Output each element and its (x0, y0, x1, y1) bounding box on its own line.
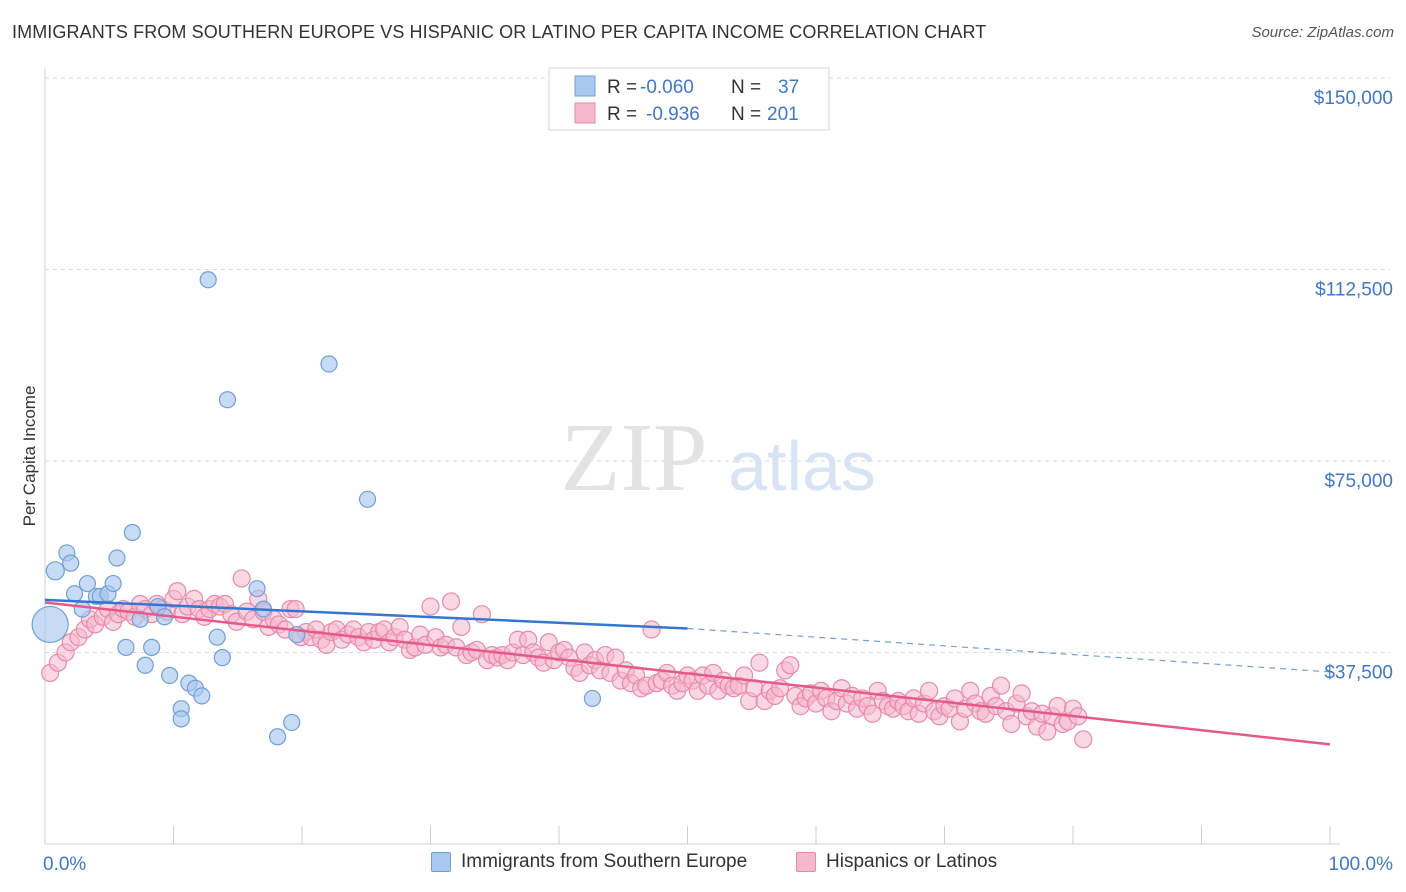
southern-europe-point-11 (108, 549, 126, 567)
southern-europe-point-10 (104, 574, 122, 593)
southern-europe-point-14 (131, 610, 149, 628)
legend-item-southern-europe: Immigrants from Southern Europe (431, 851, 747, 873)
legend-top-blue-swatch (574, 75, 596, 97)
legend-top: R = -0.060 N = 37 R = -0.936 N = 201 (548, 67, 830, 131)
hispanic-point-113 (642, 620, 661, 639)
hispanic-point-197 (1074, 730, 1093, 749)
hispanic-point-183 (1002, 714, 1021, 734)
legend-top-pink-swatch (574, 102, 596, 124)
legend-swatch-blue (431, 852, 451, 872)
legend-top-r-value-2: -0.936 (646, 104, 700, 125)
legend-top-n-value-1: 37 (778, 77, 799, 98)
hispanic-point-70 (421, 597, 440, 616)
southern-europe-point-26 (208, 628, 226, 646)
hispanic-point-74 (441, 592, 461, 611)
hispanic-point-34 (232, 569, 251, 588)
southern-europe-point-29 (248, 580, 266, 598)
legend-top-n-value-2: 201 (767, 104, 799, 125)
gridlines (45, 77, 1390, 653)
trend-lines (44, 598, 1331, 746)
southern-europe-point-28 (218, 391, 237, 409)
southern-europe-point-15 (136, 656, 154, 674)
x-tick-label-1: 100.0% (1329, 854, 1394, 875)
hispanic-point-44 (286, 599, 305, 619)
southern-europe-point-13 (123, 523, 141, 542)
trend-southern-europe-extension (687, 627, 1331, 673)
trend-southern-europe (44, 598, 688, 630)
legend-top-n-label-2: N = (731, 104, 761, 125)
y-tick-label-0: $37,500 (1324, 663, 1393, 684)
legend-top-box (548, 67, 830, 131)
hispanic-point-181 (991, 676, 1011, 695)
legend-item-hispanics: Hispanics or Latinos (796, 851, 997, 873)
y-tick-label-1: $75,000 (1324, 471, 1393, 492)
legend-top-r-label-1: R = (607, 77, 637, 98)
hispanic-point-76 (452, 617, 471, 637)
y-axis-label: Per Capita Income (20, 386, 39, 527)
hispanic-point-140 (781, 656, 800, 675)
x-tick-label-0: 0.0% (43, 854, 86, 875)
southern-europe-point-36 (583, 689, 602, 708)
hispanic-point-156 (863, 704, 882, 723)
watermark-atlas: atlas (728, 427, 876, 505)
southern-europe-point-24 (193, 687, 211, 705)
legend-label-southern-europe: Immigrants from Southern Europe (461, 851, 748, 872)
hispanic-point-134 (750, 653, 769, 672)
hispanic-point-190 (1038, 722, 1057, 741)
legend-swatch-pink (796, 852, 816, 872)
southern-europe-point-19 (161, 666, 179, 685)
hispanic-point-192 (1048, 697, 1067, 716)
chart-title: IMMIGRANTS FROM SOUTHERN EUROPE VS HISPA… (12, 22, 987, 42)
southern-europe-point-32 (283, 713, 301, 732)
southern-europe-point-25 (199, 271, 217, 289)
legend-bottom: Immigrants from Southern Europe Hispanic… (0, 851, 1406, 879)
y-tick-labels: $37,500 $75,000 $112,500 $150,000 (1314, 88, 1393, 684)
hispanic-point-185 (1012, 684, 1031, 703)
southern-europe-point-35 (358, 490, 377, 508)
y-tick-label-2: $112,500 (1315, 280, 1393, 301)
watermark: ZIP atlas (561, 404, 876, 512)
legend-top-r-label-2: R = (607, 104, 637, 125)
legend-top-r-value-1: -0.060 (640, 77, 694, 98)
southern-europe-point-5 (73, 600, 91, 618)
trend-hispanics (44, 601, 1331, 746)
southern-europe-point-27 (213, 649, 231, 667)
series-hispanics-points (41, 569, 1093, 749)
southern-europe-point-3 (62, 554, 80, 572)
legend-top-n-label-1: N = (731, 77, 761, 98)
southern-europe-point-31 (268, 728, 287, 746)
hispanic-point-22 (168, 582, 187, 601)
southern-europe-point-16 (143, 638, 161, 656)
hispanic-point-167 (919, 681, 939, 700)
watermark-zip: ZIP (561, 404, 708, 512)
y-tick-label-3: $150,000 (1314, 88, 1393, 109)
x-tick-labels: 0.0% 100.0% (43, 854, 1393, 875)
southern-europe-point-12 (117, 638, 135, 656)
legend-label-hispanics: Hispanics or Latinos (826, 851, 998, 872)
southern-europe-point-1 (45, 561, 65, 581)
southern-europe-point-6 (78, 574, 97, 593)
southern-europe-point-0 (31, 605, 69, 644)
southern-europe-point-21 (172, 710, 190, 728)
southern-europe-point-34 (320, 355, 338, 373)
chart-source: Source: ZipAtlas.com (1251, 24, 1394, 41)
series-southern-europe-points (31, 271, 602, 746)
axes (44, 68, 1340, 845)
